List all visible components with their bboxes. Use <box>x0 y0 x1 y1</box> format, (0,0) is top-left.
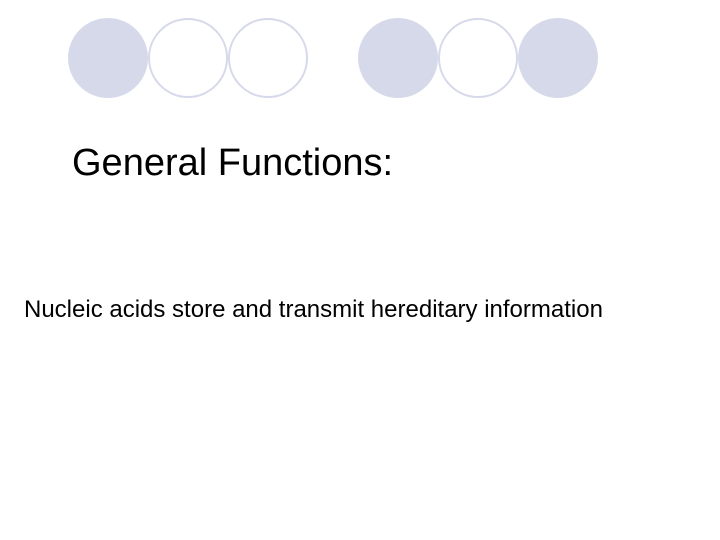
circle-2 <box>148 18 228 98</box>
circle-6 <box>518 18 598 98</box>
circle-gap <box>308 18 358 98</box>
circle-4 <box>358 18 438 98</box>
circle-1 <box>68 18 148 98</box>
circle-5 <box>438 18 518 98</box>
circle-3 <box>228 18 308 98</box>
slide-body-text: Nucleic acids store and transmit heredit… <box>24 296 603 324</box>
slide-title: General Functions: <box>72 142 393 185</box>
decorative-circles-row <box>68 18 598 98</box>
